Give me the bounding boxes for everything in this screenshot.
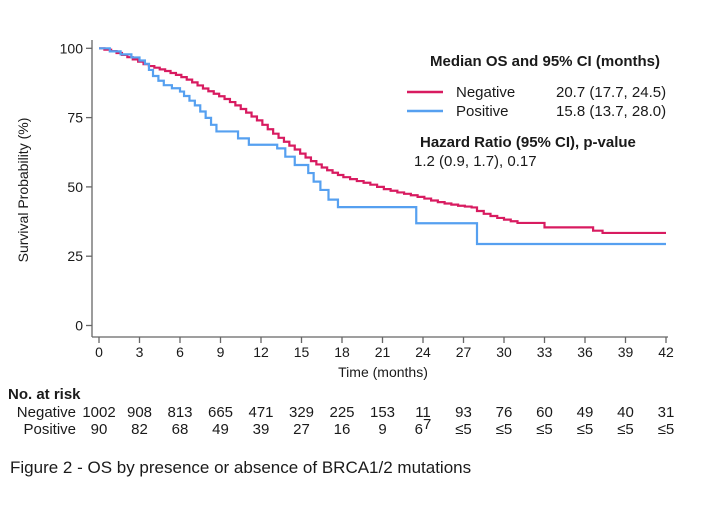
x-tick-label: 12: [253, 344, 269, 360]
y-tick-label: 25: [67, 248, 83, 264]
risk-value: ≤5: [496, 421, 513, 438]
y-tick-label: 75: [67, 110, 83, 126]
y-tick-label: 0: [75, 318, 83, 334]
risk-value: ≤5: [658, 421, 675, 438]
risk-value: 16: [334, 421, 351, 438]
risk-value: 31: [658, 404, 675, 421]
figure-caption: Figure 2 - OS by presence or absence of …: [10, 458, 472, 477]
legend-value-positive: 15.8 (13.7, 28.0): [556, 103, 666, 120]
legend-label-positive: Positive: [456, 103, 509, 120]
x-tick-label: 18: [334, 344, 350, 360]
risk-value: 329: [289, 404, 314, 421]
risk-value: 93: [455, 404, 472, 421]
risk-value: 11: [415, 404, 431, 421]
risk-value: 60: [536, 404, 553, 421]
x-tick-label: 24: [415, 344, 431, 360]
risk-value: 40: [617, 404, 634, 421]
risk-value: 908: [127, 404, 152, 421]
risk-value: 67: [415, 416, 432, 438]
x-tick-label: 30: [496, 344, 512, 360]
risk-value: 27: [293, 421, 310, 438]
x-tick-label: 36: [577, 344, 593, 360]
risk-value: ≤5: [617, 421, 634, 438]
y-axis-title: Survival Probability (%): [15, 118, 31, 263]
x-tick-label: 9: [217, 344, 225, 360]
x-tick-label: 15: [294, 344, 310, 360]
x-tick-label: 27: [456, 344, 472, 360]
risk-value: 39: [253, 421, 270, 438]
risk-table: No. at risk Negative Positive 1002 908 813…: [8, 386, 674, 438]
risk-value: ≤5: [455, 421, 472, 438]
risk-value: ≤5: [577, 421, 594, 438]
x-tick-label: 21: [375, 344, 391, 360]
risk-value: 90: [91, 421, 108, 438]
risk-value: 49: [212, 421, 229, 438]
risk-row-label-positive: Positive: [23, 421, 76, 438]
hazard-ratio-title: Hazard Ratio (95% CI), p-value: [420, 134, 636, 151]
survival-curves: [99, 47, 666, 246]
y-tick-label: 100: [60, 40, 84, 56]
risk-value: 225: [329, 404, 354, 421]
risk-table-title: No. at risk: [8, 386, 81, 403]
risk-value: 813: [167, 404, 192, 421]
legend: Median OS and 95% CI (months) Negative 2…: [407, 53, 666, 170]
risk-value: 471: [248, 404, 273, 421]
y-tick-label: 50: [67, 179, 83, 195]
x-tick-label: 39: [618, 344, 634, 360]
x-axis-title: Time (months): [338, 364, 428, 380]
x-tick-label: 0: [95, 344, 103, 360]
risk-value: 1002: [82, 404, 115, 421]
x-tick-label: 42: [658, 344, 674, 360]
risk-value: ≤5: [536, 421, 553, 438]
risk-value: 68: [172, 421, 189, 438]
risk-value: 49: [577, 404, 594, 421]
risk-value: 9: [378, 421, 386, 438]
legend-value-negative: 20.7 (17.7, 24.5): [556, 84, 666, 101]
positive-curve: [99, 47, 666, 246]
risk-value: 76: [496, 404, 513, 421]
legend-label-negative: Negative: [456, 84, 515, 101]
risk-value: 665: [208, 404, 233, 421]
x-tick-label: 33: [537, 344, 553, 360]
x-tick-label: 6: [176, 344, 184, 360]
hazard-ratio-value: 1.2 (0.9, 1.7), 0.17: [414, 153, 537, 170]
negative-curve: [99, 47, 666, 235]
risk-value: 153: [370, 404, 395, 421]
risk-row-label-negative: Negative: [17, 404, 76, 421]
x-tick-label: 3: [136, 344, 144, 360]
risk-value: 82: [131, 421, 148, 438]
legend-title: Median OS and 95% CI (months): [430, 53, 660, 70]
